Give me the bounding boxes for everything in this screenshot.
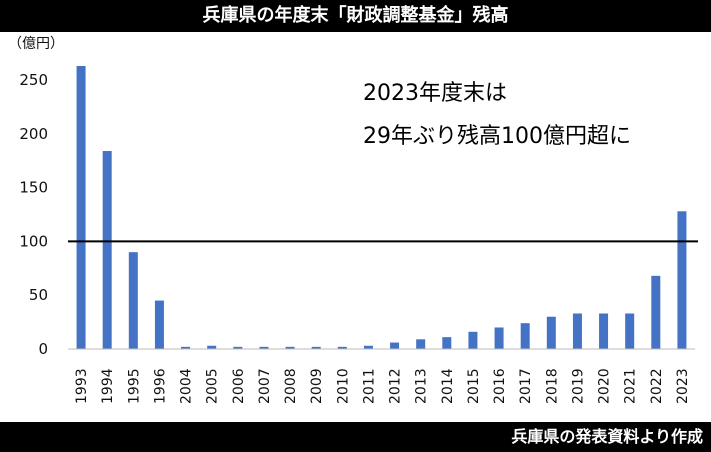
source-note: 兵庫県の発表資料より作成 bbox=[0, 422, 711, 452]
bar-2010 bbox=[337, 346, 347, 349]
y-axis-unit-label: （億円） bbox=[8, 36, 64, 52]
bar-2018 bbox=[546, 316, 556, 349]
bar-2014 bbox=[442, 337, 452, 349]
bar-1993 bbox=[76, 66, 86, 350]
y-tick-label: 100 bbox=[19, 232, 48, 250]
x-tick-label: 2007 bbox=[257, 368, 273, 404]
x-tick-label: 2008 bbox=[283, 368, 299, 404]
y-tick-label: 150 bbox=[19, 179, 48, 197]
x-tick-label: 2014 bbox=[440, 368, 456, 404]
bar-1996 bbox=[154, 300, 164, 349]
bar-2006 bbox=[233, 346, 243, 349]
y-tick-labels: 0 50 100 150 200 250 bbox=[19, 71, 48, 358]
bar-2021 bbox=[625, 313, 635, 349]
bar-2011 bbox=[363, 345, 373, 349]
bar-2013 bbox=[416, 339, 426, 349]
x-tick-label: 2009 bbox=[309, 368, 325, 404]
bar-2016 bbox=[494, 327, 504, 349]
bar-2004 bbox=[181, 346, 191, 349]
chart-title: 兵庫県の年度末「財政調整基金」残高 bbox=[0, 0, 711, 32]
x-tick-label: 1996 bbox=[152, 368, 168, 404]
x-tick-label: 2004 bbox=[179, 368, 195, 404]
bar-1995 bbox=[128, 252, 138, 349]
bar-2015 bbox=[468, 331, 478, 349]
x-tick-label: 2023 bbox=[675, 368, 691, 404]
x-tick-label: 1994 bbox=[100, 368, 116, 404]
x-tick-label: 2022 bbox=[649, 368, 665, 404]
x-tick-label: 2016 bbox=[492, 368, 508, 404]
x-tick-label: 1995 bbox=[126, 368, 142, 404]
x-tick-label: 2012 bbox=[388, 368, 404, 404]
bar-2017 bbox=[520, 323, 530, 349]
y-tick-label: 50 bbox=[29, 286, 48, 304]
annotation-line-2: 29年ぶり残高100億円超に bbox=[363, 124, 631, 149]
bars bbox=[76, 66, 687, 350]
bar-2012 bbox=[390, 342, 400, 349]
x-tick-label: 2018 bbox=[544, 368, 560, 404]
bar-2008 bbox=[285, 346, 295, 349]
x-tick-label: 1993 bbox=[74, 368, 90, 404]
x-tick-label: 2010 bbox=[335, 368, 351, 404]
bar-2005 bbox=[207, 345, 217, 349]
y-tick-label: 200 bbox=[19, 125, 48, 143]
bar-2019 bbox=[572, 313, 582, 349]
bar-2009 bbox=[311, 346, 321, 349]
x-tick-label: 2005 bbox=[205, 368, 221, 404]
x-tick-label: 2011 bbox=[361, 368, 377, 404]
bar-1994 bbox=[102, 151, 112, 349]
x-tick-label: 2013 bbox=[414, 368, 430, 404]
bar-2020 bbox=[599, 313, 609, 349]
x-tick-label: 2017 bbox=[518, 368, 534, 404]
x-tick-label: 2021 bbox=[623, 368, 639, 404]
y-tick-label: 0 bbox=[38, 340, 48, 358]
x-tick-label: 2006 bbox=[231, 368, 247, 404]
y-tick-label: 250 bbox=[19, 71, 48, 89]
x-tick-label: 2015 bbox=[466, 368, 482, 404]
bar-2023 bbox=[677, 211, 687, 349]
x-tick-label: 2019 bbox=[570, 368, 586, 404]
x-tick-labels: 1993 1994 1995 1996 2004 2005 2006 2007 2008 2009… bbox=[74, 368, 691, 404]
bar-2007 bbox=[259, 346, 269, 349]
bar-2022 bbox=[651, 275, 661, 349]
annotation-line-1: 2023年度末は bbox=[363, 81, 507, 106]
x-tick-label: 2020 bbox=[597, 368, 613, 404]
